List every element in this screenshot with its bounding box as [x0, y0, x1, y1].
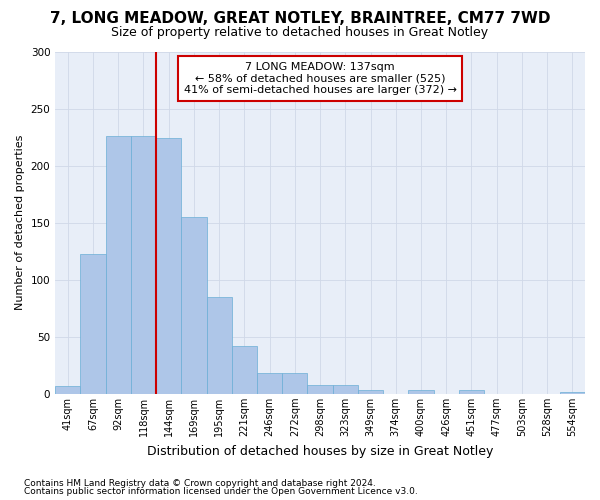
Bar [80, 254, 106, 394]
Bar [358, 390, 383, 394]
Bar [55, 386, 80, 394]
Bar [206, 297, 232, 394]
Bar [282, 374, 307, 394]
Text: 7 LONG MEADOW: 137sqm
← 58% of detached houses are smaller (525)
41% of semi-det: 7 LONG MEADOW: 137sqm ← 58% of detached … [184, 62, 457, 95]
Bar [181, 217, 206, 394]
Bar [131, 136, 156, 394]
Bar [560, 392, 585, 394]
Bar [307, 385, 332, 394]
Bar [409, 390, 434, 394]
Text: Size of property relative to detached houses in Great Notley: Size of property relative to detached ho… [112, 26, 488, 39]
Text: Contains public sector information licensed under the Open Government Licence v3: Contains public sector information licen… [24, 487, 418, 496]
Bar [156, 138, 181, 394]
X-axis label: Distribution of detached houses by size in Great Notley: Distribution of detached houses by size … [147, 444, 493, 458]
Y-axis label: Number of detached properties: Number of detached properties [15, 135, 25, 310]
Bar [106, 136, 131, 394]
Bar [459, 390, 484, 394]
Bar [332, 385, 358, 394]
Text: Contains HM Land Registry data © Crown copyright and database right 2024.: Contains HM Land Registry data © Crown c… [24, 478, 376, 488]
Bar [257, 374, 282, 394]
Bar [232, 346, 257, 394]
Text: 7, LONG MEADOW, GREAT NOTLEY, BRAINTREE, CM77 7WD: 7, LONG MEADOW, GREAT NOTLEY, BRAINTREE,… [50, 11, 550, 26]
